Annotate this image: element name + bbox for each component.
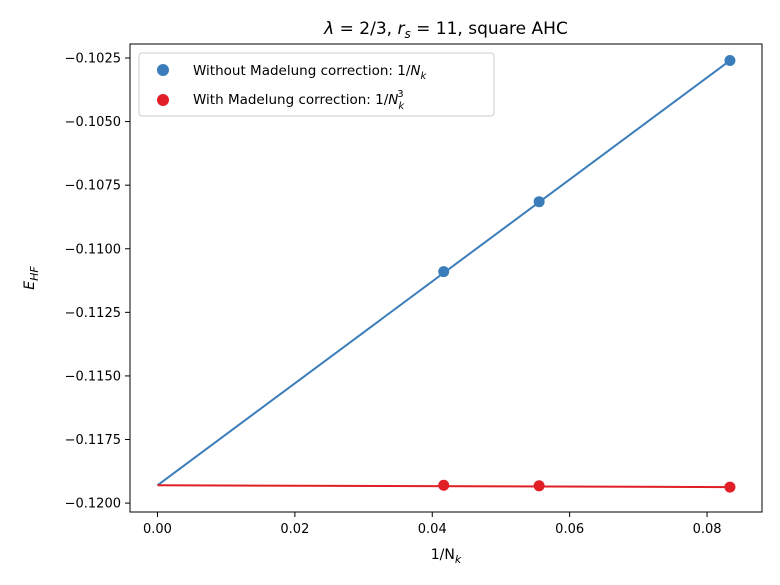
y-axis: −0.1025 −0.1050 −0.1075 −0.1100 −0.1125 −0.11… [65, 51, 130, 512]
legend-box [138, 52, 495, 117]
y-tick-label: −0.1175 [65, 433, 121, 448]
y-tick-label: −0.1125 [65, 306, 121, 321]
y-tick-label: −0.1050 [65, 115, 121, 130]
chart-title: λ = 2/3, rs = 11, square AHC [323, 19, 568, 41]
x-tick-label: 0.02 [280, 522, 309, 537]
legend-label-with-madelung: With Madelung correction: 1/Nk3 [193, 89, 405, 112]
legend-marker-without-madelung [157, 64, 169, 76]
data-point [438, 479, 450, 491]
x-tick-label: 0.08 [693, 522, 722, 537]
data-point [533, 480, 545, 492]
y-tick-label: −0.1075 [65, 179, 121, 194]
x-tick-label: 0.04 [418, 522, 447, 537]
legend-marker-with-madelung [157, 94, 169, 106]
x-axis: 0.00 0.02 0.04 0.06 0.08 [143, 512, 722, 537]
y-tick-label: −0.1025 [65, 51, 121, 66]
data-point [724, 55, 736, 67]
plot-area [129, 43, 763, 513]
y-tick-label: −0.1150 [65, 369, 121, 384]
y-tick-label: −0.1200 [65, 497, 121, 512]
x-tick-label: 0.06 [555, 522, 584, 537]
legend-label-without-madelung: Without Madelung correction: 1/Nk [193, 63, 428, 82]
series-with-madelung [157, 479, 736, 493]
legend: Without Madelung correction: 1/Nk With M… [138, 52, 495, 117]
y-tick-label: −0.1100 [65, 242, 121, 257]
y-axis-label: EHF [22, 266, 41, 290]
series-without-madelung [156, 55, 736, 487]
x-axis-label: 1/Nk [431, 547, 462, 566]
x-tick-label: 0.00 [143, 522, 172, 537]
data-point [533, 196, 545, 208]
data-point [438, 266, 450, 278]
data-point [724, 481, 736, 493]
